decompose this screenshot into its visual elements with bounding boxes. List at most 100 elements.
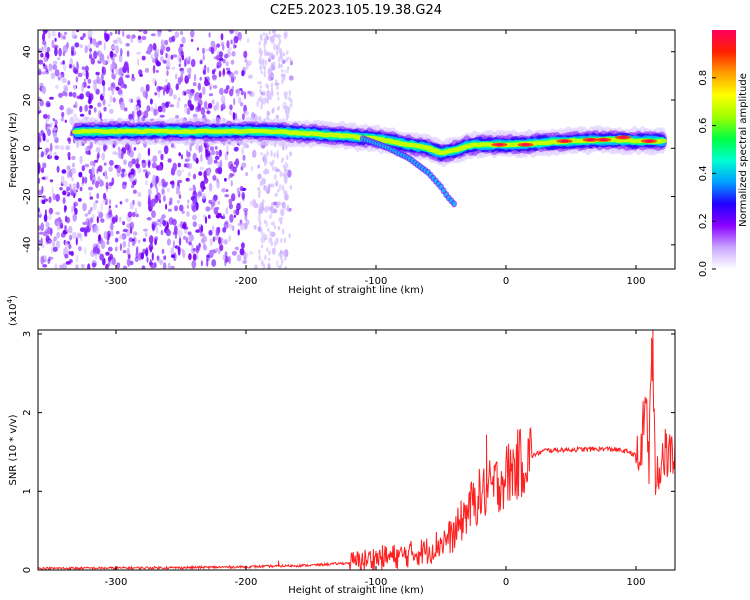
spectrogram-noise-cell xyxy=(101,152,105,161)
spectrogram-noise-cell xyxy=(83,176,88,184)
spectrogram-noise-cell xyxy=(122,265,128,269)
spectrogram-noise-cell xyxy=(158,199,162,204)
snr-x-tick-label: 100 xyxy=(626,577,645,588)
spectrogram-noise-cell xyxy=(129,202,134,210)
spectrogram-noise-cell xyxy=(137,35,142,40)
spectrogram-noise-cell xyxy=(42,231,48,237)
spectrogram-noise-cell xyxy=(204,245,208,251)
spectrogram-noise-cell xyxy=(131,76,136,82)
spectrogram-noise-cell xyxy=(210,40,216,48)
spectrogram-noise-cell xyxy=(132,189,137,194)
spectrogram-noise-cell xyxy=(138,251,142,261)
spectrogram-noise-cell xyxy=(66,165,71,171)
spectrogram-noise-cell xyxy=(270,221,276,226)
spectrogram-noise-cell xyxy=(228,161,234,169)
spectrogram-noise-cell xyxy=(147,171,151,175)
spectrogram-noise-cell xyxy=(277,43,280,47)
spectrogram-noise-cell xyxy=(115,86,120,91)
spectrogram-noise-cell xyxy=(154,194,159,204)
spectrogram-noise-cell xyxy=(169,265,175,269)
spectrogram-noise-cell xyxy=(59,187,63,191)
colorbar-ticks: 0.0 0.2 0.4 0.6 0.8 xyxy=(698,70,716,277)
spectrogram-noise-cell xyxy=(200,260,203,267)
spectrogram-noise-cell xyxy=(133,104,138,114)
spectrogram-noise-cell xyxy=(73,84,77,90)
spectrogram-noise-cell xyxy=(253,224,257,230)
spectrogram-noise-cell xyxy=(278,184,282,191)
spectrogram-noise-cell xyxy=(50,72,56,80)
spectrogram-noise-cell xyxy=(63,87,69,92)
spectrogram-noise-cell xyxy=(262,199,265,204)
spectrogram-noise-cell xyxy=(247,90,252,95)
spectrogram-noise-cell xyxy=(282,52,286,57)
spectrogram-noise-cell xyxy=(184,103,188,109)
spectrogram-noise-cell xyxy=(236,88,240,97)
spectrogram-y-tick-label: 20 xyxy=(22,94,33,107)
spectrogram-noise-cell xyxy=(107,87,111,91)
spectrogram-noise-cell xyxy=(240,242,245,249)
spectrogram-noise-cell xyxy=(287,169,292,178)
spectrogram-noise-cell xyxy=(177,97,181,102)
spectrogram-noise-cell xyxy=(263,41,266,49)
spectrogram-noise-cell xyxy=(43,150,47,155)
spectrogram-noise-cell xyxy=(176,185,180,193)
spectrogram-noise-cell xyxy=(268,257,271,261)
spectrogram-noise-cell xyxy=(269,70,272,76)
spectrogram-noise-cell xyxy=(234,246,240,251)
spectrogram-noise-cell xyxy=(109,253,113,260)
spectrogram-noise-cell xyxy=(84,45,88,54)
spectrogram-noise-cell xyxy=(68,244,72,249)
spectrogram-noise-cell xyxy=(157,105,163,113)
spectrogram-noise-cell xyxy=(176,199,180,204)
spectrogram-noise-cell xyxy=(102,92,106,97)
spectrogram-noise-cell xyxy=(237,229,240,236)
spectrogram-noise-cell xyxy=(188,56,191,62)
spectrogram-noise-cell xyxy=(193,73,197,82)
spectrogram-noise-cell xyxy=(109,95,113,103)
spectrogram-noise-cell xyxy=(191,244,194,248)
spectrogram-noise-cell xyxy=(260,228,263,235)
spectrogram-noise-cell xyxy=(164,84,167,89)
spectrogram-noise-cell xyxy=(76,30,80,33)
spectrogram-noise-cell xyxy=(170,143,175,148)
spectrogram-noise-cell xyxy=(38,211,41,216)
spectrogram-noise-cell xyxy=(208,182,213,192)
spectrogram-noise-cell xyxy=(260,103,263,110)
spectrogram-noise-cell xyxy=(156,48,160,54)
spectrogram-noise-cell xyxy=(118,54,123,63)
spectrogram-noise-cell xyxy=(199,166,204,171)
spectrogram-noise-cell xyxy=(122,30,125,37)
spectrogram-noise-cell xyxy=(93,107,97,113)
snr-x-tick-label: -200 xyxy=(235,577,258,588)
spectrogram-noise-cell xyxy=(45,138,50,143)
spectrogram-noise-cell xyxy=(52,246,58,252)
spectrogram-noise-cell xyxy=(168,87,174,97)
spectrogram-noise-cell xyxy=(72,183,77,190)
spectrogram-noise-cell xyxy=(192,221,197,228)
spectrogram-noise-cell xyxy=(45,118,49,123)
spectrogram-noise-cell xyxy=(203,100,208,109)
spectrogram-noise-cell xyxy=(73,188,76,193)
spectrogram-noise-cell xyxy=(174,31,180,38)
spectrogram-noise-cell xyxy=(142,248,146,255)
spectrogram-noise-cell xyxy=(88,191,92,197)
spectrogram-noise-cell xyxy=(183,163,187,168)
spectrogram-noise-cell xyxy=(204,216,208,224)
spectrogram-noise-cell xyxy=(166,238,171,246)
spectrogram-noise-cell xyxy=(273,152,276,158)
spectrogram-noise-cell xyxy=(183,235,186,240)
spectrogram-noise-cell xyxy=(179,30,184,36)
spectrogram-y-tick-label: -20 xyxy=(22,188,33,204)
spectrogram-noise-cell xyxy=(248,74,253,79)
spectrogram-noise-cell xyxy=(157,219,161,223)
spectrogram-noise-cell xyxy=(158,182,163,186)
spectrogram-noise-cell xyxy=(96,75,100,84)
spectrogram-noise-cell xyxy=(158,86,164,90)
spectrogram-noise-cell xyxy=(218,149,222,157)
snr-y-scale-label: (x104) xyxy=(6,295,19,326)
spectrogram-noise-cell xyxy=(264,254,267,261)
spectrogram-noise-cell xyxy=(283,252,286,257)
spectrogram-noise-cell xyxy=(189,67,192,75)
spectrogram-noise-cell xyxy=(225,61,229,67)
spectrogram-noise-cell xyxy=(60,61,63,65)
